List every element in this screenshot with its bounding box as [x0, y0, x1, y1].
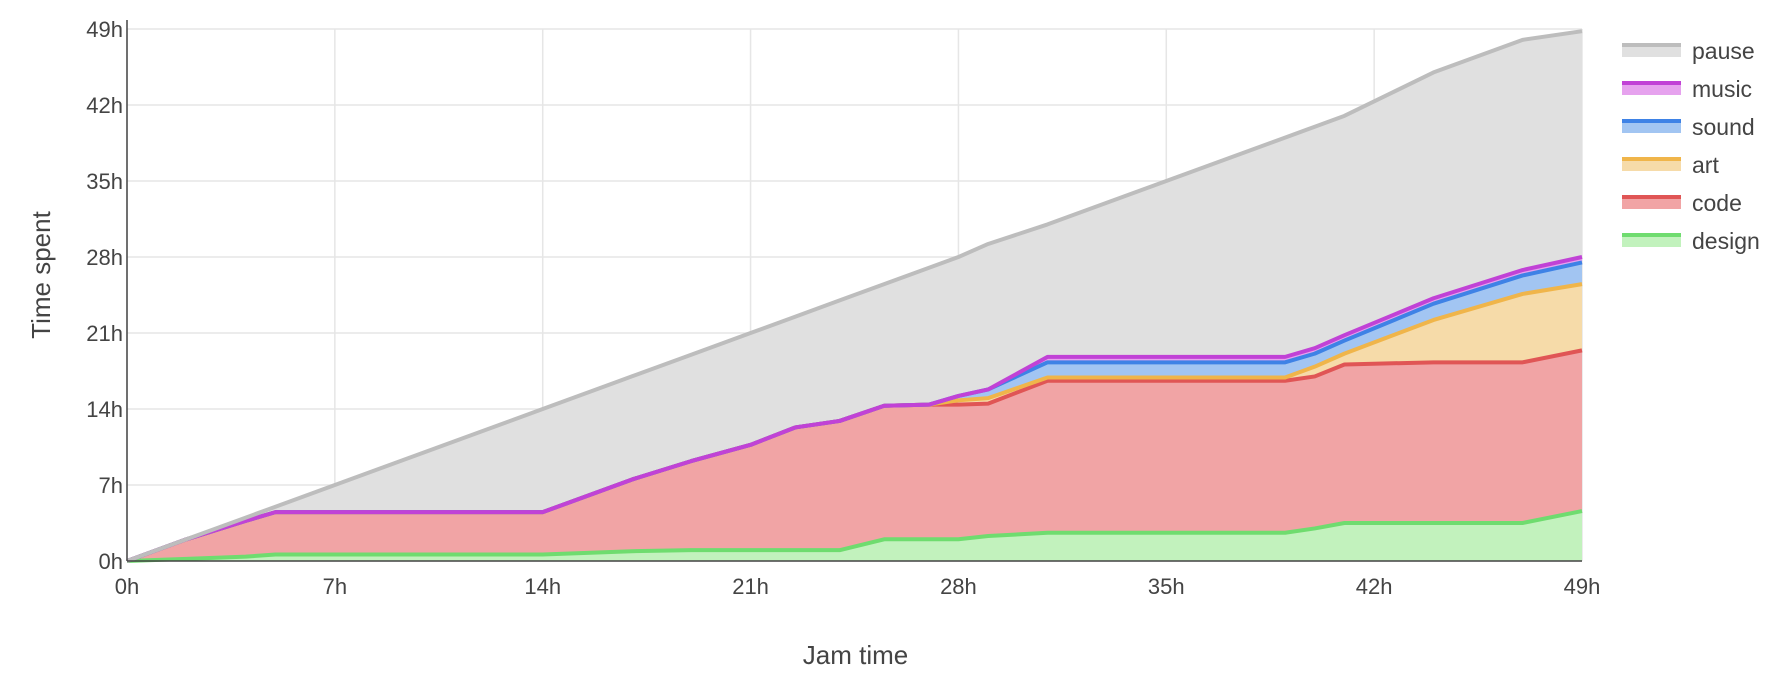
legend-swatch-fill: [1622, 45, 1681, 57]
legend-item-sound: sound: [1622, 114, 1755, 140]
legend-swatch-fill: [1622, 197, 1681, 209]
legend-swatch-fill: [1622, 83, 1681, 95]
x-tick-label: 35h: [1148, 574, 1185, 599]
area-code: [127, 350, 1582, 561]
legend-item-code: code: [1622, 190, 1742, 216]
x-axis-title: Jam time: [803, 640, 908, 670]
legend-label: code: [1692, 190, 1742, 216]
legend: pause music sound art code design: [1622, 38, 1760, 254]
y-tick-label: 35h: [86, 169, 123, 194]
y-tick-labels: 0h 7h 14h 21h 28h 35h 42h 49h: [86, 17, 123, 574]
y-tick-label: 7h: [99, 473, 123, 498]
y-tick-label: 0h: [99, 549, 123, 574]
y-axis-title: Time spent: [26, 210, 56, 338]
y-tick-label: 14h: [86, 397, 123, 422]
legend-swatch-fill: [1622, 159, 1681, 171]
legend-item-design: design: [1622, 228, 1760, 254]
legend-label: music: [1692, 76, 1752, 102]
legend-item-music: music: [1622, 76, 1752, 102]
legend-item-pause: pause: [1622, 38, 1755, 64]
legend-label: design: [1692, 228, 1760, 254]
series-lines: [126, 29, 1583, 563]
legend-swatch-fill: [1622, 121, 1681, 133]
x-tick-label: 7h: [323, 574, 347, 599]
x-tick-label: 21h: [732, 574, 769, 599]
x-tick-label: 0h: [115, 574, 139, 599]
legend-label: art: [1692, 152, 1719, 178]
y-tick-label: 28h: [86, 245, 123, 270]
line-pause: [126, 29, 1583, 563]
legend-item-art: art: [1622, 152, 1719, 178]
legend-label: sound: [1692, 114, 1755, 140]
line-design: [126, 509, 1583, 563]
x-tick-labels: 0h 7h 14h 21h 28h 35h 42h 49h: [115, 574, 1601, 599]
y-tick-label: 49h: [86, 17, 123, 42]
line-music: [126, 255, 1583, 563]
y-tick-label: 42h: [86, 93, 123, 118]
x-tick-label: 42h: [1356, 574, 1393, 599]
x-tick-label: 49h: [1564, 574, 1601, 599]
x-tick-label: 14h: [524, 574, 561, 599]
legend-swatch-fill: [1622, 235, 1681, 247]
x-tick-label: 28h: [940, 574, 977, 599]
legend-label: pause: [1692, 38, 1755, 64]
y-tick-label: 21h: [86, 321, 123, 346]
area-design: [127, 511, 1582, 561]
